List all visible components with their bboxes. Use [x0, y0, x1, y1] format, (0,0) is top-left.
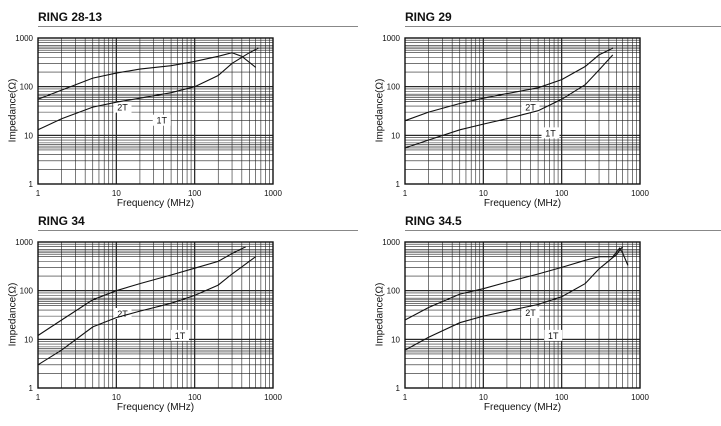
- plot-frame: [404, 37, 641, 185]
- series-label-bg: [171, 329, 190, 341]
- x-tick-label: 10: [479, 189, 488, 198]
- series-label-bg: [113, 308, 132, 319]
- y-tick-label: 1000: [15, 238, 33, 247]
- y-tick-label: 1: [29, 384, 34, 393]
- series-label-bg: [152, 114, 171, 126]
- series-label-bg: [521, 307, 540, 319]
- series-line-2T: [404, 247, 629, 321]
- series-line-1T: [37, 256, 256, 366]
- y-axis-title: Impedance(Ω): [7, 78, 19, 143]
- chart-title: RING 34: [38, 214, 85, 228]
- chart-svg: 1 10 100 1000 1 10 100 1000 2T 1T: [15, 34, 282, 198]
- y-tick-label: 100: [387, 287, 401, 296]
- chart-panel: RING 29 1 10 100 1000 1 10 100 1000 2T 1T Frequency…: [367, 10, 721, 220]
- y-tick-label: 1000: [15, 34, 33, 43]
- chart-panel: RING 34.5 1 10 100 1000 1 10 100 1000 2T 1T Frequen…: [367, 214, 721, 424]
- x-tick-label: 1000: [264, 189, 282, 198]
- x-tick-label: 10: [112, 189, 121, 198]
- y-tick-label: 10: [24, 131, 33, 140]
- chart-title: RING 29: [405, 10, 452, 24]
- series-line-2T: [404, 47, 614, 122]
- x-axis-title: Frequency (MHz): [116, 402, 195, 413]
- x-tick-label: 1: [403, 393, 408, 402]
- x-tick-label: 100: [188, 393, 202, 402]
- series-line-1T: [37, 47, 259, 131]
- x-tick-label: 10: [112, 393, 121, 402]
- series-label: 1T: [156, 116, 167, 126]
- chart-title: RING 28-13: [38, 10, 103, 24]
- x-axis-title: Frequency (MHz): [483, 402, 562, 413]
- x-tick-label: 1000: [631, 393, 649, 402]
- series-label: 2T: [525, 308, 536, 318]
- y-tick-label: 1: [396, 384, 401, 393]
- chart-svg: 1 10 100 1000 1 10 100 1000 2T 1T: [15, 238, 282, 402]
- y-tick-label: 10: [391, 131, 400, 140]
- series-label: 2T: [117, 103, 128, 113]
- x-tick-label: 100: [555, 393, 569, 402]
- y-axis-title: Impedance(Ω): [7, 282, 19, 347]
- y-tick-label: 1000: [382, 34, 400, 43]
- title-divider: [405, 26, 721, 27]
- plot-frame: [37, 37, 274, 185]
- y-axis-title: Impedance(Ω): [374, 282, 386, 347]
- plot-frame: [37, 241, 274, 389]
- series-label: 1T: [175, 331, 186, 341]
- title-divider: [38, 230, 358, 231]
- series-line-1T: [404, 54, 614, 149]
- y-tick-label: 100: [20, 287, 34, 296]
- x-tick-label: 1: [36, 189, 41, 198]
- x-tick-label: 1: [36, 393, 41, 402]
- x-tick-label: 1000: [264, 393, 282, 402]
- series-label: 2T: [525, 103, 536, 113]
- series-line-2T: [37, 246, 247, 336]
- chart-svg: 1 10 100 1000 1 10 100 1000 2T 1T: [382, 34, 649, 198]
- x-axis-title: Frequency (MHz): [116, 198, 195, 209]
- y-tick-label: 1: [29, 180, 34, 189]
- series-line-1T: [404, 246, 624, 351]
- y-tick-label: 1: [396, 180, 401, 189]
- x-tick-label: 10: [479, 393, 488, 402]
- y-tick-label: 1000: [382, 238, 400, 247]
- y-tick-label: 100: [387, 83, 401, 92]
- series-label-bg: [544, 329, 563, 341]
- chart-title: RING 34.5: [405, 214, 462, 228]
- series-label-bg: [521, 101, 540, 113]
- chart-svg: 1 10 100 1000 1 10 100 1000 2T 1T: [382, 238, 649, 402]
- title-divider: [405, 230, 721, 231]
- y-axis-title: Impedance(Ω): [374, 78, 386, 143]
- x-tick-label: 100: [555, 189, 569, 198]
- title-divider: [38, 26, 358, 27]
- series-label-bg: [113, 101, 132, 113]
- x-axis-title: Frequency (MHz): [483, 198, 562, 209]
- series-label: 2T: [117, 309, 128, 319]
- series-label: 1T: [548, 331, 559, 341]
- x-tick-label: 1000: [631, 189, 649, 198]
- y-tick-label: 10: [391, 335, 400, 344]
- series-label: 1T: [545, 128, 556, 138]
- series-label-bg: [541, 127, 560, 139]
- chart-panel: RING 34 1 10 100 1000 1 10 100 1000 2T 1T Frequency…: [0, 214, 358, 424]
- x-tick-label: 1: [403, 189, 408, 198]
- y-tick-label: 100: [20, 83, 34, 92]
- plot-frame: [404, 241, 641, 389]
- y-tick-label: 10: [24, 335, 33, 344]
- x-tick-label: 100: [188, 189, 202, 198]
- series-line-2T: [37, 52, 256, 100]
- chart-panel: RING 28-13 1 10 100 1000 1 10 100 1000 2T 1T Freque…: [0, 10, 358, 220]
